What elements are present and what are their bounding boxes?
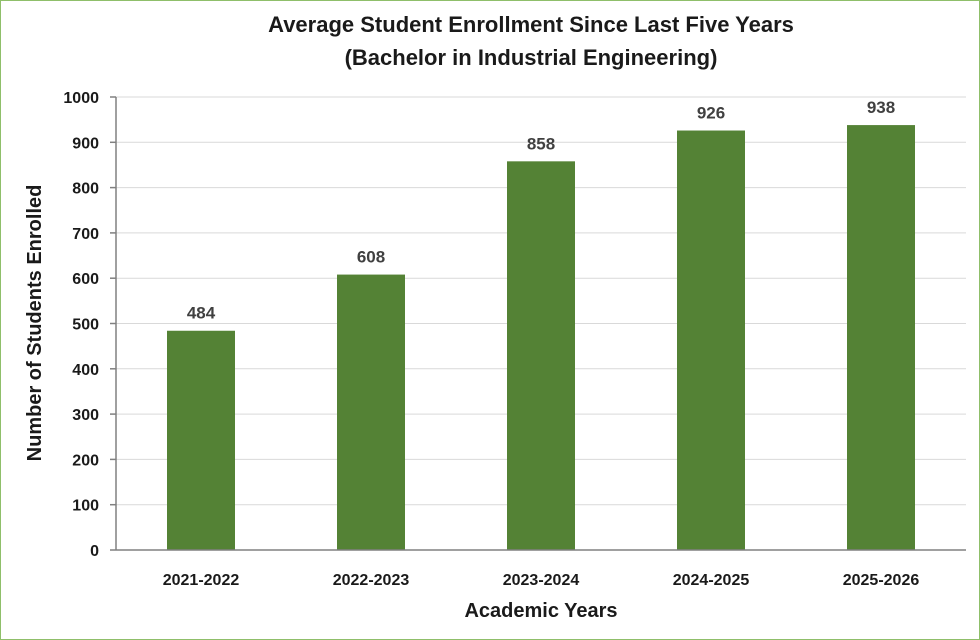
y-tick-label: 500 xyxy=(72,317,99,334)
bar-2021-2022 xyxy=(167,330,235,550)
y-tick-label: 400 xyxy=(72,362,99,379)
y-tick-label: 100 xyxy=(72,498,99,515)
y-tick-label: 1000 xyxy=(63,90,99,107)
y-axis-title: Number of Students Enrolled xyxy=(24,185,46,462)
bar-2024-2025 xyxy=(677,130,745,550)
y-tick-label: 900 xyxy=(72,135,99,152)
data-label-2021-2022: 484 xyxy=(187,304,216,323)
data-label-2024-2025: 926 xyxy=(697,104,725,123)
data-label-2023-2024: 858 xyxy=(527,134,555,153)
x-tick-label: 2022-2023 xyxy=(333,572,410,589)
y-tick-label: 200 xyxy=(72,452,99,469)
x-tick-label: 2025-2026 xyxy=(843,572,920,589)
chart-title: Average Student Enrollment Since Last Fi… xyxy=(268,12,794,37)
data-labels: 484 608 858 926 938 xyxy=(187,98,895,323)
bar-2022-2023 xyxy=(337,274,405,550)
x-tick-label: 2021-2022 xyxy=(163,572,240,589)
bars xyxy=(167,125,915,551)
x-axis-ticks: 2021-2022 2022-2023 2023-2024 2024-2025 2025… xyxy=(163,572,920,589)
y-tick-label: 300 xyxy=(72,407,99,424)
y-tick-label: 600 xyxy=(72,271,99,288)
y-axis-ticks: 0 100 200 300 400 500 600 700 800 900 1000 xyxy=(63,90,116,560)
x-tick-label: 2024-2025 xyxy=(673,572,750,589)
chart-subtitle: (Bachelor in Industrial Engineering) xyxy=(345,45,718,70)
y-tick-label: 0 xyxy=(90,543,99,560)
bar-2023-2024 xyxy=(507,161,575,551)
y-tick-label: 800 xyxy=(72,181,99,198)
bar-2025-2026 xyxy=(847,125,915,550)
data-label-2022-2023: 608 xyxy=(357,248,385,267)
x-tick-label: 2023-2024 xyxy=(503,572,580,589)
y-tick-label: 700 xyxy=(72,226,99,243)
data-label-2025-2026: 938 xyxy=(867,98,895,117)
x-axis-title: Academic Years xyxy=(464,600,617,622)
